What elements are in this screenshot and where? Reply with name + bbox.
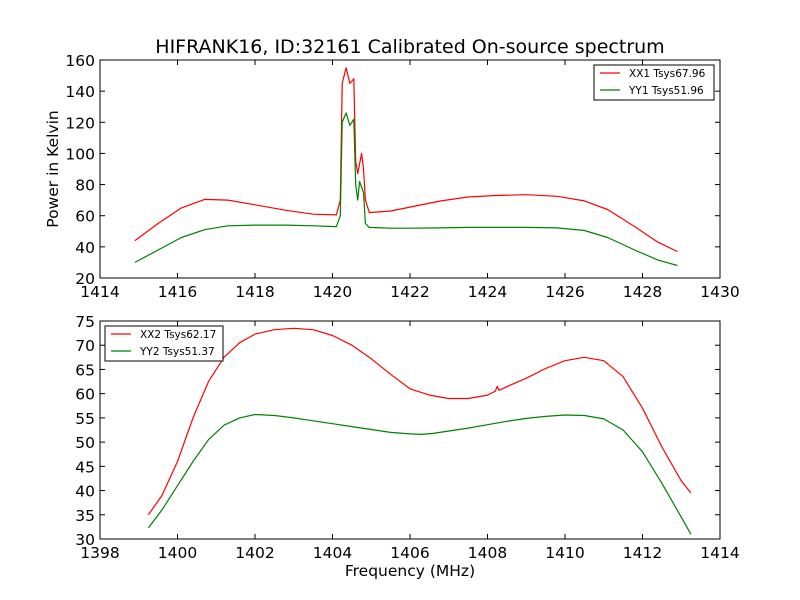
top-x-tick-label: 1418 [235, 283, 274, 301]
top-x-tick-label: 1426 [545, 283, 584, 301]
top-y-tick-label: 140 [65, 83, 95, 101]
bottom-series-group [147, 327, 692, 535]
top-series-group [134, 67, 678, 267]
bottom-legend-label-xx2: XX2 Tsys62.17 [140, 329, 216, 341]
top-panel: 1414 1416 1418 1420 1422 1424 1426 1428 1430 20 40… [44, 52, 740, 301]
bottom-y-tick-label: 40 [75, 483, 95, 501]
top-y-tick-label: 160 [65, 52, 95, 70]
bottom-y-tick-label: 65 [75, 361, 95, 379]
bottom-x-tick-label: 1414 [700, 544, 739, 562]
top-legend: XX1 Tsys67.96 YY1 Tsys51.96 [593, 64, 715, 101]
top-series-line-xx [134, 67, 678, 253]
top-x-tick-label: 1430 [700, 283, 739, 301]
top-legend-label-xx1: XX1 Tsys67.96 [629, 68, 706, 80]
bottom-y-tick-label: 70 [75, 337, 95, 355]
bottom-y-tick-label: 45 [75, 458, 95, 476]
bottom-x-tick-label: 1410 [545, 544, 584, 562]
bottom-y-tick-label: 75 [75, 313, 95, 331]
bottom-ticks-group: 1398 1400 1402 1404 1406 1408 1410 1412 1414 30 35… [75, 313, 739, 562]
top-x-tick-label: 1416 [158, 283, 197, 301]
bottom-series-line-xx [147, 327, 692, 516]
top-y-tick-label: 60 [75, 208, 95, 226]
bottom-y-tick-label: 55 [75, 410, 95, 428]
bottom-x-axis-label: Frequency (MHz) [345, 562, 475, 580]
bottom-x-tick-label: 1404 [313, 544, 352, 562]
bottom-legend-label-yy2: YY2 Tsys51.37 [139, 346, 215, 358]
bottom-legend: XX2 Tsys62.17 YY2 Tsys51.37 [104, 325, 224, 362]
bottom-y-tick-label: 60 [75, 386, 95, 404]
bottom-x-tick-label: 1402 [235, 544, 274, 562]
top-ticks-group: 1414 1416 1418 1420 1422 1424 1426 1428 1430 20 40… [65, 52, 739, 301]
bottom-x-tick-label: 1398 [80, 544, 119, 562]
bottom-legend-box [104, 325, 224, 362]
top-x-tick-label: 1414 [80, 283, 119, 301]
top-x-tick-label: 1422 [390, 283, 429, 301]
top-y-tick-label: 100 [65, 145, 95, 163]
top-x-tick-label: 1424 [468, 283, 507, 301]
top-legend-box [593, 64, 715, 101]
bottom-y-tick-label: 50 [75, 434, 95, 452]
bottom-x-tick-label: 1412 [623, 544, 662, 562]
bottom-x-tick-label: 1406 [390, 544, 429, 562]
top-y-tick-label: 40 [75, 239, 95, 257]
bottom-y-tick-label: 30 [75, 531, 95, 549]
top-x-tick-label: 1428 [623, 283, 662, 301]
top-y-tick-label: 120 [65, 114, 95, 132]
top-legend-label-yy1: YY1 Tsys51.96 [628, 85, 704, 97]
top-y-axis-label: Power in Kelvin [44, 110, 62, 227]
top-series-line-yy [134, 112, 678, 267]
top-y-tick-label: 80 [75, 177, 95, 195]
bottom-panel: 1398 1400 1402 1404 1406 1408 1410 1412 1414 30 35… [75, 313, 739, 580]
bottom-y-tick-label: 35 [75, 507, 95, 525]
bottom-x-tick-label: 1400 [158, 544, 197, 562]
top-x-tick-label: 1420 [313, 283, 352, 301]
top-y-tick-label: 20 [75, 270, 95, 288]
bottom-x-tick-label: 1408 [468, 544, 507, 562]
chart-title: HIFRANK16, ID:32161 Calibrated On-source… [155, 36, 664, 58]
bottom-series-line-yy [147, 413, 692, 535]
